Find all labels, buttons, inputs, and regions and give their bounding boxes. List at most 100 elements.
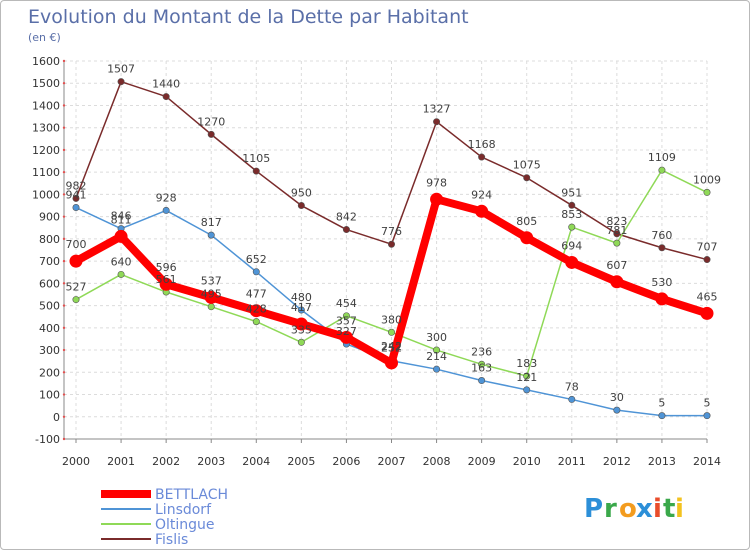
chart-title: Evolution du Montant de la Dette par Hab… (28, 6, 469, 28)
logo-letter: P (584, 494, 603, 524)
data-point-oltingue (478, 360, 486, 368)
y-tick-dot (62, 348, 66, 352)
data-point-oltingue (342, 312, 350, 320)
data-point-bettlach (159, 277, 173, 291)
data-label-fislis: 982 (66, 179, 87, 192)
x-tick-label: 2004 (242, 455, 270, 468)
x-tick-label: 2002 (152, 455, 180, 468)
data-label-oltingue: 853 (561, 208, 582, 221)
data-point-oltingue (207, 303, 215, 311)
y-tick-label: 1500 (32, 77, 60, 90)
y-tick-label: 300 (39, 344, 60, 357)
y-tick-dot (62, 304, 66, 307)
data-label-bettlach: 242 (381, 340, 402, 353)
data-point-bettlach (565, 255, 579, 269)
chart-subtitle: (en €) (28, 31, 61, 44)
data-point-fislis (703, 256, 711, 264)
y-tick-dot (62, 215, 66, 218)
data-label-oltingue: 335 (291, 323, 312, 336)
data-label-fislis: 951 (561, 186, 582, 199)
y-tick-label: 900 (39, 211, 60, 224)
data-label-bettlach: 530 (651, 276, 672, 289)
legend-label-bettlach: BETTLACH (155, 487, 228, 503)
data-point-oltingue (613, 239, 621, 247)
data-label-linsdorf: 121 (516, 371, 537, 384)
y-tick-label: 700 (39, 255, 60, 268)
data-label-oltingue: 1109 (648, 151, 676, 164)
y-tick-dot (62, 415, 66, 418)
data-label-bettlach: 700 (66, 238, 87, 251)
data-label-bettlach: 537 (201, 274, 222, 287)
data-label-linsdorf: 817 (201, 216, 222, 229)
data-point-bettlach (520, 231, 534, 245)
y-tick-dot (62, 104, 66, 107)
data-point-bettlach (114, 229, 128, 243)
y-tick-label: 800 (39, 233, 60, 246)
data-point-oltingue (658, 166, 666, 174)
series-points (69, 78, 714, 420)
logo-letter: o (619, 494, 637, 524)
y-tick-dot (62, 437, 66, 441)
data-label-oltingue: 454 (336, 297, 357, 310)
y-tick-label: 600 (39, 277, 60, 290)
y-tick-dot (62, 193, 66, 196)
x-tick-label: 2011 (558, 455, 586, 468)
data-label-linsdorf: 480 (291, 291, 312, 304)
y-tick-label: 500 (39, 300, 60, 313)
legend-label-linsdorf: Linsdorf (155, 502, 212, 518)
data-label-linsdorf: 163 (471, 362, 492, 375)
data-point-oltingue (387, 328, 395, 336)
y-tick-label: 1200 (32, 144, 60, 157)
data-label-fislis: 1168 (468, 138, 496, 151)
data-point-oltingue (433, 346, 441, 354)
data-label-bettlach: 805 (516, 215, 537, 228)
data-label-fislis: 1075 (513, 159, 541, 172)
data-labels: 982 1507 1440 1270 1105 950 842 776 1327 1168 1075… (66, 63, 722, 410)
data-point-fislis (252, 167, 260, 175)
x-tick-label: 2005 (287, 455, 315, 468)
data-label-oltingue: 236 (471, 345, 492, 358)
y-tick-label: 1600 (32, 55, 60, 68)
x-tick-label: 2007 (378, 455, 406, 468)
y-tick-label: 1000 (32, 188, 60, 201)
axes: -100 0 100 200 300 400 500 600 700 800 900 1000 1100… (32, 55, 721, 468)
data-point-linsdorf (568, 395, 576, 403)
data-label-fislis: 707 (697, 241, 718, 254)
data-label-linsdorf: 252 (381, 342, 402, 355)
data-label-fislis: 776 (381, 225, 402, 238)
y-tick-label: 200 (39, 366, 60, 379)
data-label-bettlach: 357 (336, 314, 357, 327)
data-label-bettlach: 465 (697, 290, 718, 303)
data-point-bettlach (610, 275, 624, 289)
data-label-linsdorf: 78 (565, 380, 579, 393)
data-point-linsdorf (703, 412, 711, 420)
data-point-bettlach (339, 330, 353, 344)
y-tick-label: 400 (39, 322, 60, 335)
data-label-linsdorf: 941 (66, 189, 87, 202)
data-point-linsdorf (252, 268, 260, 276)
data-point-fislis (162, 93, 170, 101)
data-point-linsdorf (433, 365, 441, 373)
data-label-oltingue: 495 (201, 288, 222, 301)
y-tick-dot (62, 59, 66, 63)
y-tick-label: 1400 (32, 99, 60, 112)
data-point-oltingue (72, 296, 80, 304)
data-point-linsdorf (478, 377, 486, 385)
data-label-oltingue: 781 (606, 224, 627, 237)
x-tick-label: 2013 (648, 455, 676, 468)
logo-letter: r (604, 494, 617, 524)
data-label-bettlach: 811 (111, 213, 132, 226)
data-point-bettlach (385, 356, 398, 370)
x-tick-label: 2003 (197, 455, 225, 468)
data-point-fislis (568, 201, 576, 209)
y-tick-dot (62, 282, 66, 285)
y-tick-label: 1300 (32, 122, 60, 135)
data-label-bettlach: 694 (561, 239, 582, 252)
data-point-fislis (387, 240, 395, 248)
data-point-linsdorf (162, 206, 170, 214)
data-point-fislis (72, 194, 80, 202)
data-label-bettlach: 417 (291, 301, 312, 314)
data-label-linsdorf: 327 (336, 325, 357, 338)
